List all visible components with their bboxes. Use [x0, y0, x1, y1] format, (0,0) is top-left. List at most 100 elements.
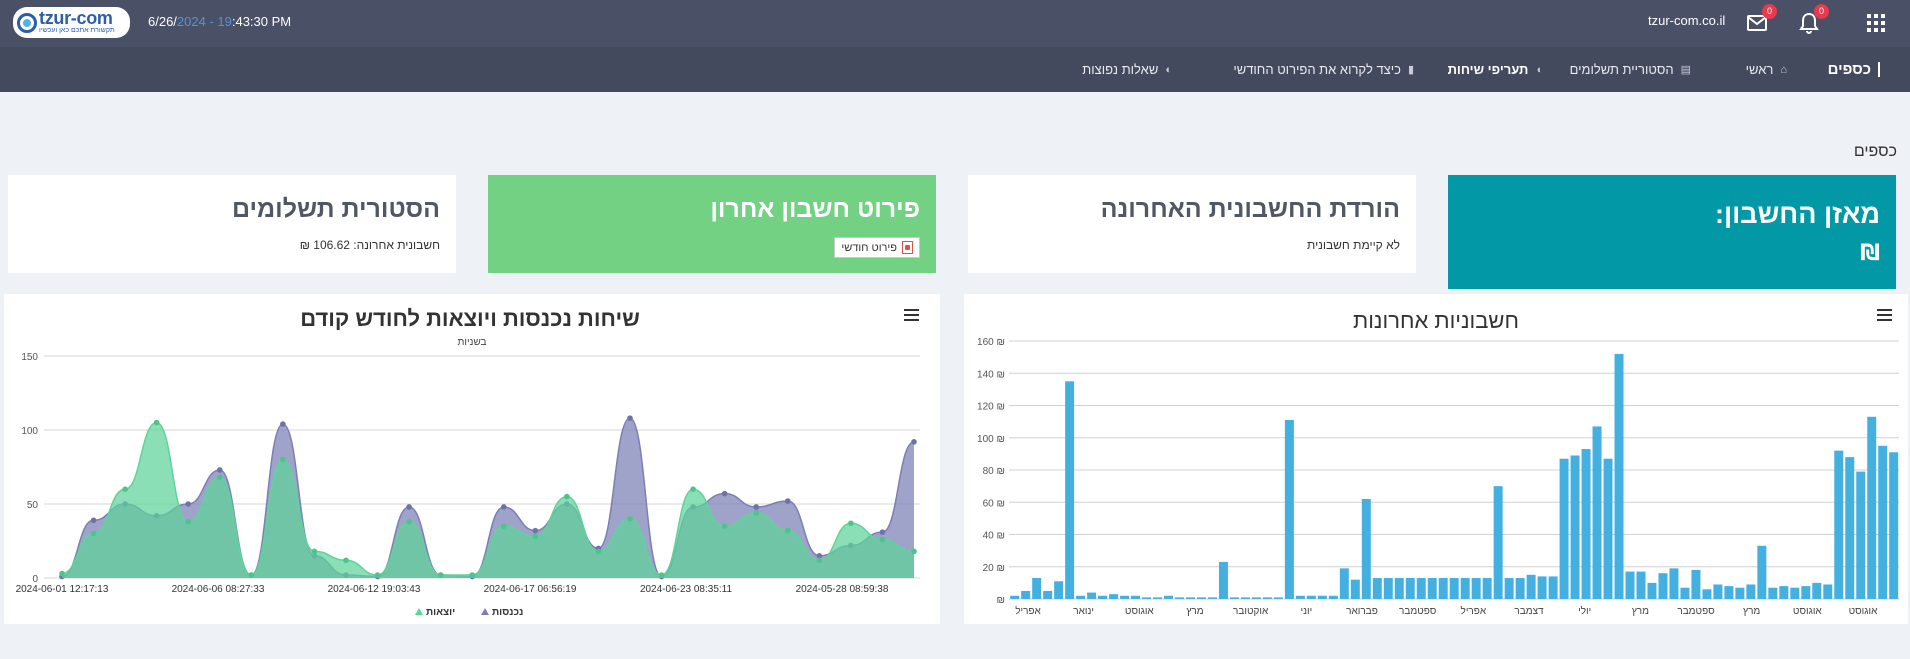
- domain-label: tzur-com.co.il: [1648, 13, 1726, 28]
- bar: [1032, 578, 1042, 599]
- bar: [1076, 595, 1086, 599]
- y-tick-label: 140 ₪: [977, 369, 1005, 380]
- chart-title: שיחות נכנסות ויוצאות לחודש קודם: [300, 306, 640, 331]
- bar: [1262, 597, 1272, 599]
- data-point: [879, 536, 886, 543]
- data-point: [437, 572, 444, 578]
- bell-badge: 0: [1814, 4, 1829, 19]
- x-tick-label: אוגוסט: [1849, 606, 1879, 617]
- logo-mark-icon: [17, 13, 37, 33]
- data-point: [690, 486, 696, 492]
- bar: [1273, 597, 1283, 599]
- balance-title: מאזן החשבון:: [1715, 199, 1880, 229]
- payment-history-card[interactable]: הסטורית תשלומים חשבונית אחרונה: 106.62 ₪: [8, 175, 456, 273]
- data-point: [216, 474, 223, 481]
- nav-item-label: הסטוריית תשלומים: [1569, 62, 1674, 77]
- x-tick-label: 2024-06-12 19:03:43: [328, 584, 421, 595]
- apps-grid-icon[interactable]: [1864, 11, 1888, 35]
- bar: [1724, 586, 1734, 599]
- series-area: [62, 422, 914, 578]
- data-point: [216, 467, 223, 473]
- bar: [1043, 590, 1053, 599]
- data-point: [627, 415, 633, 421]
- data-point: [90, 530, 97, 537]
- bar: [1570, 455, 1580, 599]
- nav-item-faq[interactable]: ◐ שאלות נפוצות: [1082, 47, 1172, 92]
- data-point: [784, 527, 791, 534]
- invoices-chart: חשבוניות אחרונות ₪ 20 ₪ 40 ₪ 60 ₪ 80 ₪ 100 ₪ 12…: [977, 308, 1899, 617]
- y-tick-label: 100 ₪: [977, 434, 1005, 445]
- chart-menu-icon[interactable]: [904, 309, 919, 322]
- data-point: [374, 572, 381, 578]
- data-point: [406, 504, 412, 510]
- bar: [1153, 597, 1163, 599]
- data-point: [816, 557, 823, 564]
- nav-item-read-monthly[interactable]: ▮ כיצד לקרוא את הפירוט החודשי: [1233, 47, 1414, 92]
- bar: [1801, 586, 1811, 599]
- y-tick-label: 120 ₪: [977, 402, 1005, 413]
- home-icon: ⌂: [1780, 63, 1787, 76]
- download-invoice-card[interactable]: הורדת החשבונית האחרונה לא קיימת חשבונית: [968, 175, 1416, 273]
- top-header: tzur-com תקשורת אתכם כאן ועכשיו 6/26/202…: [0, 0, 1910, 47]
- x-tick-label: 2024-06-23 08:35:11: [640, 584, 733, 595]
- bar: [1350, 579, 1360, 599]
- bar: [1087, 592, 1097, 599]
- bar: [1790, 587, 1800, 599]
- bar: [1021, 590, 1031, 599]
- bar: [1186, 597, 1195, 599]
- mail-icon[interactable]: 0: [1745, 4, 1777, 35]
- nav-brand[interactable]: כספים: [1828, 47, 1880, 92]
- nav-item-home[interactable]: ⌂ ראשי: [1746, 47, 1787, 92]
- bar: [1109, 594, 1119, 599]
- bar: [1625, 571, 1635, 599]
- bar: [1504, 578, 1514, 599]
- nav-item-label: תעריפי שיחות: [1447, 62, 1529, 77]
- bar: [1680, 587, 1690, 599]
- x-tick-label: אוגוסט: [1125, 606, 1155, 617]
- x-tick-label: אפריל: [1015, 605, 1041, 617]
- y-tick-label: 0: [32, 574, 38, 585]
- x-tick-label: ספטמבר: [1399, 606, 1437, 617]
- receipt-icon: ▤: [1680, 64, 1691, 76]
- bar: [1284, 420, 1294, 599]
- bar: [1218, 561, 1228, 599]
- data-point: [122, 486, 128, 492]
- data-point: [90, 517, 97, 524]
- bar: [1010, 595, 1020, 599]
- question-icon: ◐: [1165, 63, 1172, 76]
- bar: [1142, 597, 1152, 599]
- x-tick-label: אפריל: [1461, 605, 1487, 617]
- bar: [1054, 581, 1064, 599]
- y-tick-label: ₪: [997, 595, 1006, 606]
- last-bill-card: פירוט חשבון אחרון פירוט חודשי: [488, 175, 936, 273]
- data-point: [185, 518, 192, 525]
- data-point: [658, 572, 665, 578]
- calls-chart: שיחות נכנסות ויוצאות לחודש קודם בשניות 0 50…: [16, 306, 920, 618]
- x-tick-label: יוני: [1300, 606, 1312, 617]
- monthly-detail-button[interactable]: פירוט חודשי: [834, 237, 920, 258]
- bell-icon[interactable]: 0: [1797, 4, 1829, 35]
- bar: [1196, 597, 1206, 599]
- bar: [1383, 578, 1393, 599]
- bar: [1229, 597, 1239, 599]
- nav-brand-label: כספים: [1827, 61, 1871, 78]
- download-title: הורדת החשבונית האחרונה: [1100, 195, 1400, 223]
- bar: [1757, 545, 1767, 599]
- chart-title: חשבוניות אחרונות: [1353, 308, 1519, 333]
- x-tick-label: ספטמבר: [1677, 606, 1715, 617]
- nav-item-call-rates[interactable]: ◖ תעריפי שיחות: [1448, 47, 1542, 92]
- data-point: [469, 572, 476, 578]
- x-tick-label: דצמבר: [1514, 606, 1544, 617]
- logo[interactable]: tzur-com תקשורת אתכם כאן ועכשיו: [13, 7, 130, 38]
- chart-menu-icon[interactable]: [1877, 309, 1892, 322]
- mail-badge: 0: [1762, 4, 1777, 19]
- pdf-icon: [902, 241, 913, 254]
- x-tick-label: פברואר: [1346, 606, 1378, 617]
- data-point: [280, 456, 286, 463]
- bar: [1131, 595, 1141, 599]
- y-tick-label: 20 ₪: [983, 563, 1005, 574]
- nav-item-payment-history[interactable]: ▤ הסטוריית תשלומים: [1570, 47, 1691, 92]
- page-title: כספים: [1853, 143, 1897, 160]
- bar: [1603, 458, 1613, 599]
- invoices-chart-panel: חשבוניות אחרונות ₪ 20 ₪ 40 ₪ 60 ₪ 80 ₪ 100 ₪ 12…: [964, 294, 1908, 624]
